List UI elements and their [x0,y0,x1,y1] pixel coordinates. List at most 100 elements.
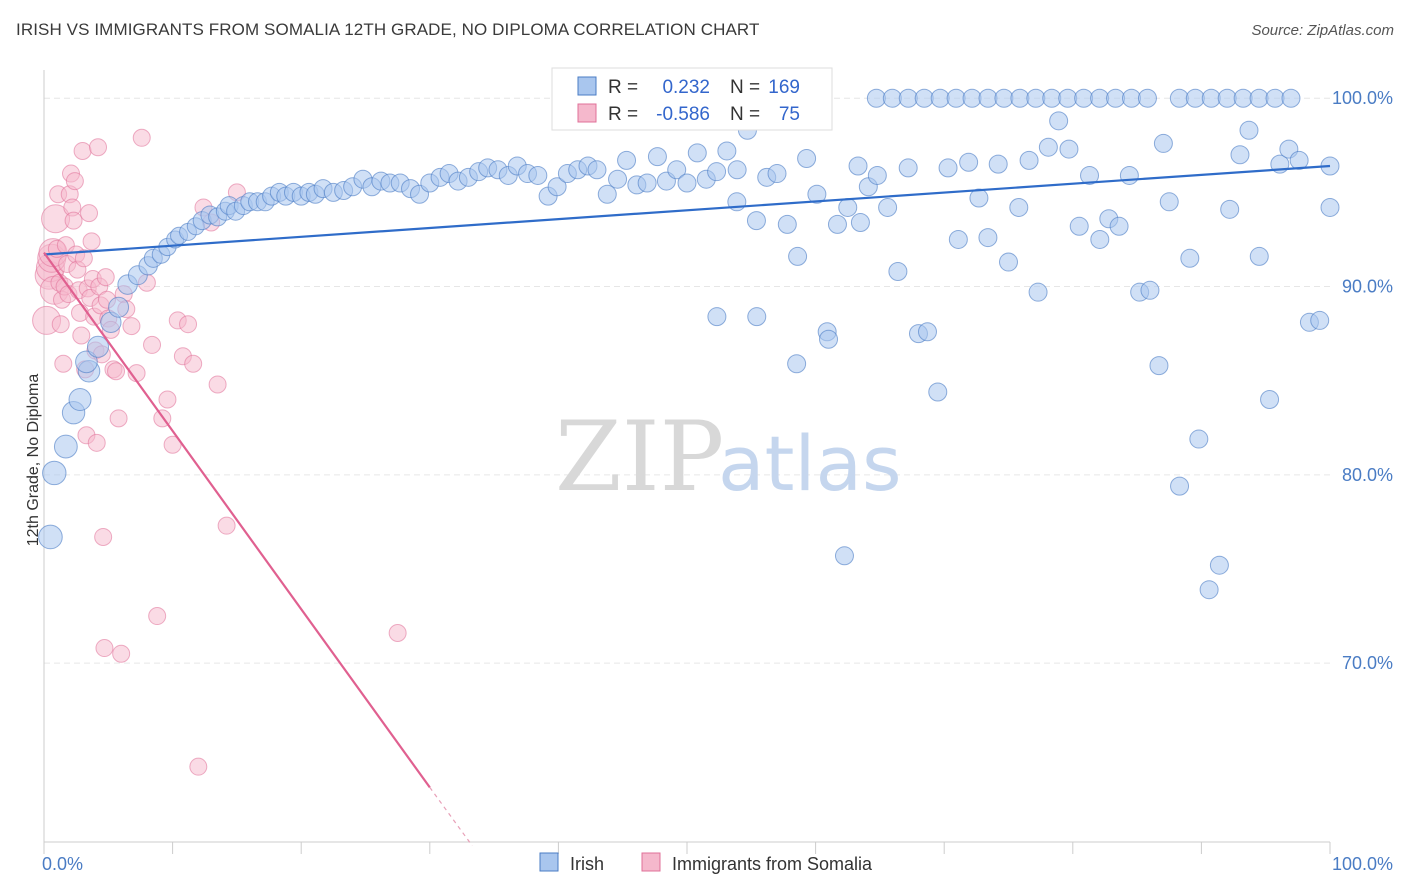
somalia-trend-line [43,252,431,789]
somalia-point [94,527,113,546]
irish-point [777,214,797,234]
irish-point [999,252,1018,272]
somalia-point [107,362,126,381]
irish-point [68,387,92,412]
legend-n-value: 75 [779,104,800,125]
x-tick-label: 100.0% [1332,854,1393,874]
irish-point [1201,88,1221,108]
somalia-trend-extension [429,787,473,847]
irish-point [787,354,807,374]
irish-point [1185,88,1205,108]
y-tick-label: 100.0% [1332,88,1393,108]
irish-point [1058,88,1078,108]
irish-point [1153,133,1173,153]
somalia-point [65,172,84,191]
irish-point [917,322,937,342]
irish-point [746,211,766,231]
somalia-point [89,138,108,157]
irish-point [1019,150,1039,170]
somalia-point [73,141,92,160]
irish-point [608,169,628,189]
irish-point [42,460,67,486]
irish-point [807,184,827,204]
y-tick-label: 80.0% [1342,465,1393,485]
legend-r-value: -0.586 [656,104,710,125]
legend-r-label: R = [608,104,638,125]
irish-point [1209,555,1229,575]
irish-point [1080,165,1100,185]
irish-point [948,229,968,249]
irish-point [597,184,617,204]
irish-point [797,148,817,168]
irish-point [677,173,697,193]
irish-point [1010,88,1030,108]
irish-point [1169,88,1189,108]
irish-point [727,160,747,180]
somalia-point [112,644,131,663]
somalia-point [163,435,182,454]
series-legend: Irish Immigrants from Somalia [539,852,873,874]
irish-point [928,382,948,402]
irish-point [1281,88,1301,108]
legend-r-value: 0.232 [662,77,710,98]
legend-r-label: R = [608,77,638,98]
legend-n-label: N = [730,77,760,98]
irish-point [1320,197,1340,217]
somalia-point [158,390,177,409]
irish-point [75,350,98,374]
irish-point [747,307,767,327]
irish-point [637,173,657,193]
somalia-point [388,623,407,642]
irish-point [1265,88,1285,108]
irish-point [647,147,667,167]
watermark-atlas: atlas [718,419,902,508]
somalia-point [72,326,91,345]
somalia-point [184,354,203,373]
somalia-point [132,128,151,147]
irish-point [1239,120,1259,140]
irish-point [1049,111,1069,131]
irish-point [38,524,63,550]
irish-point [888,261,908,281]
axes [43,70,1331,854]
irish-point [1106,88,1126,108]
irish-point [867,165,887,185]
x-tick-label: 0.0% [42,854,83,874]
irish-point [1090,88,1110,108]
irish-point [587,160,607,180]
irish-point [946,88,966,108]
irish-point [1220,199,1240,219]
source-credit: Source: ZipAtlas.com [1251,22,1394,39]
irish-point [1042,88,1062,108]
irish-point [819,329,839,349]
legend-swatch-somalia [641,852,661,872]
legend-label-somalia: Immigrants from Somalia [672,854,873,874]
somalia-point [82,232,101,251]
irish-point [1122,88,1142,108]
gridlines [44,97,1330,664]
irish-point [1026,88,1046,108]
irish-point [1310,310,1330,330]
irish-point [838,197,858,217]
somalia-point [148,607,167,626]
irish-point [1090,229,1110,249]
irish-point [788,246,808,266]
irish-point [959,152,979,172]
irish-point [1159,192,1179,212]
irish-point [898,88,918,108]
irish-point [848,156,868,176]
irish-point [707,162,727,182]
irish-point [1233,88,1253,108]
irish-point [938,158,958,178]
irish-point [1249,246,1269,266]
somalia-point [208,375,227,394]
irish-point [962,88,982,108]
irish-point [1119,165,1139,185]
irish-point [1180,248,1200,268]
legend-swatch-irish [577,76,597,96]
somalia-points [32,128,407,776]
legend-swatch-irish [539,852,559,872]
somalia-point [80,204,99,223]
irish-point [1217,88,1237,108]
